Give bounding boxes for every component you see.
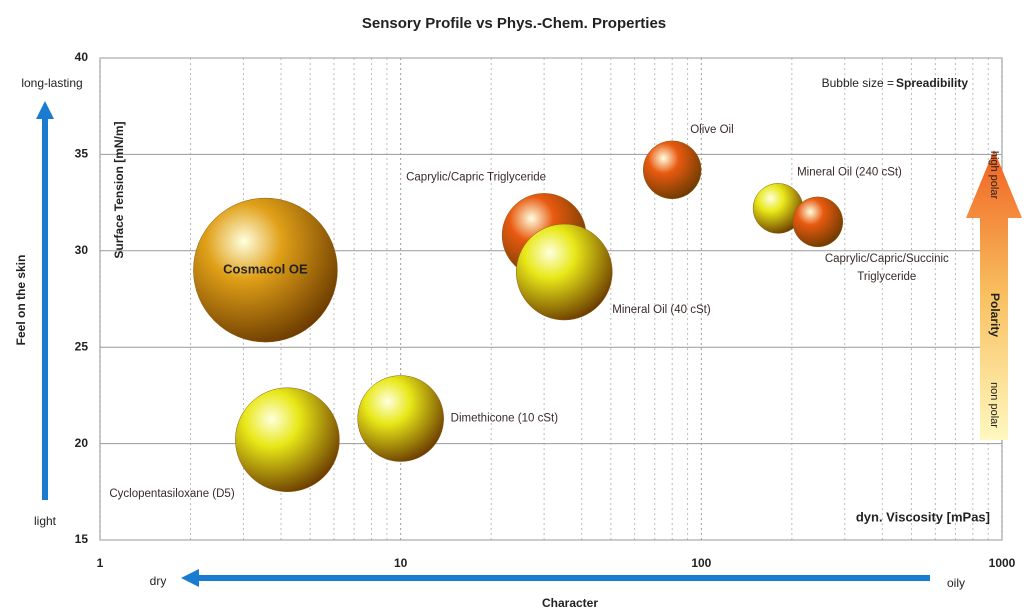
bubble (235, 387, 340, 492)
y-tick-label: 20 (75, 436, 89, 450)
chart-title: Sensory Profile vs Phys.-Chem. Propertie… (362, 15, 666, 32)
polarity-arrow (966, 150, 1022, 440)
polarity-low: non polar (988, 382, 1000, 428)
bubble-label: Caprylic/Capric Triglyceride (406, 171, 546, 183)
y-tick-label: 25 (75, 339, 89, 353)
feel-label: Feel on the skin (14, 255, 28, 346)
y-tick-label: 35 (75, 147, 89, 161)
bubble-label: Cyclopentasiloxane (D5) (109, 488, 234, 500)
feel-high: long-lasting (21, 76, 82, 90)
bubble-label: Mineral Oil (240 cSt) (797, 166, 902, 178)
x-tick-label: 10 (394, 556, 408, 570)
bubble (357, 375, 444, 462)
bubble (515, 223, 613, 321)
polarity-label: Polarity (988, 293, 1002, 337)
bubble-label: Caprylic/Capric/Succinic Triglyceride (825, 253, 949, 283)
x-tick-label: 100 (691, 556, 711, 570)
y-tick-label: 40 (75, 50, 89, 64)
y-axis-label: Surface Tension [mN/m] (112, 121, 126, 258)
bubble-label: Mineral Oil (40 cSt) (612, 304, 711, 316)
feel-low: light (34, 514, 57, 528)
x-tick-label: 1000 (989, 556, 1016, 570)
bubble (642, 140, 702, 200)
bubble (193, 197, 338, 343)
x-axis-label: dyn. Viscosity [mPas] (856, 509, 990, 524)
polarity-high: high polar (988, 151, 1000, 200)
x-tick-label: 1 (97, 556, 104, 570)
character-label: Character (542, 596, 598, 610)
y-tick-label: 15 (75, 532, 89, 546)
bubble-label: Cosmacol OE (223, 262, 308, 277)
bubble (792, 196, 844, 248)
y-tick-label: 30 (75, 243, 89, 257)
character-low: dry (150, 574, 167, 588)
bubble-label: Olive Oil (690, 124, 733, 136)
size-note: Bubble size = (822, 76, 894, 90)
character-high: oily (947, 576, 965, 590)
size-label: Spreadibility (896, 76, 968, 90)
bubble-label: Dimethicone (10 cSt) (451, 413, 559, 425)
